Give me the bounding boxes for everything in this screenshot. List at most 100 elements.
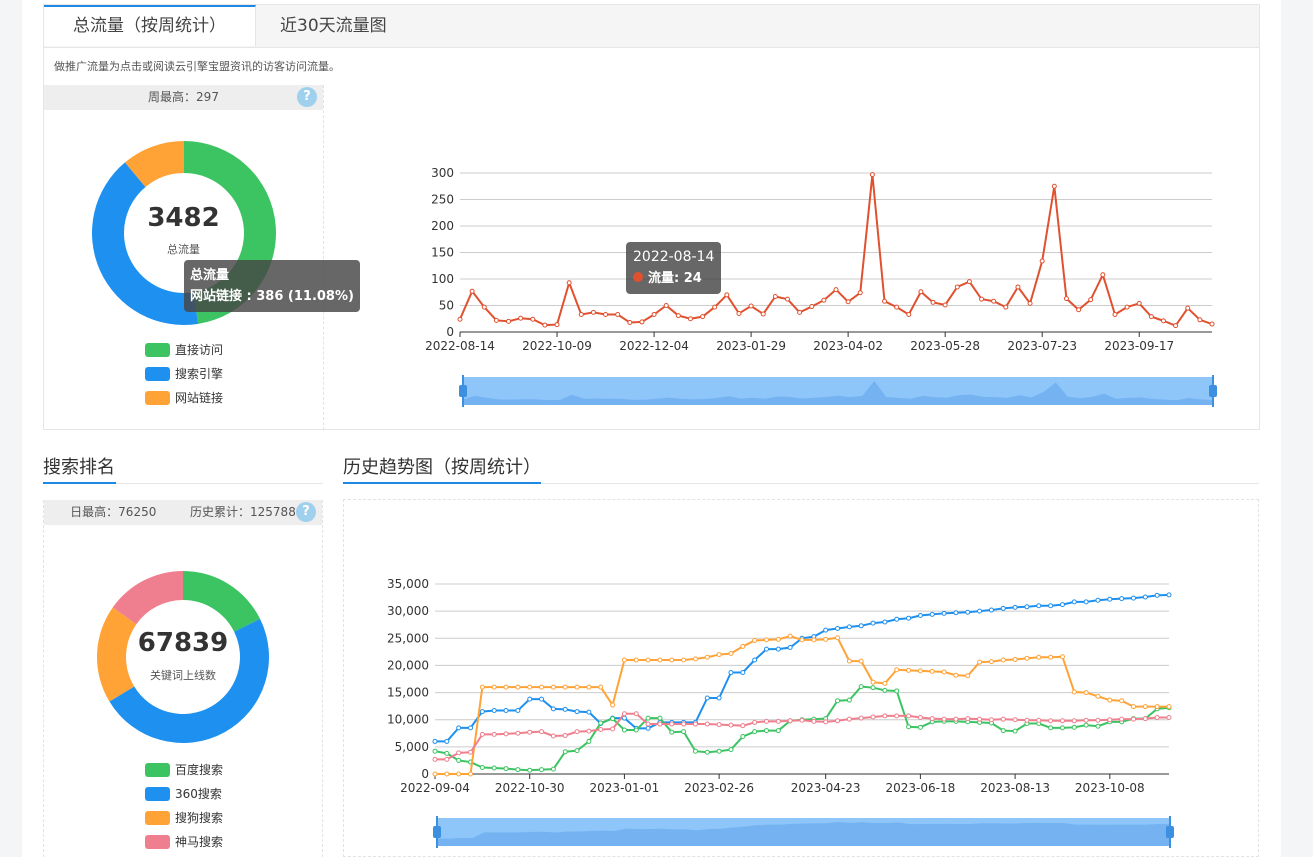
data-point <box>716 652 722 658</box>
data-point <box>700 314 706 320</box>
history-trend-line-chart[interactable]: 0 5,000 10,000 15,000 20,000 25,000 30,000 35,0… <box>344 500 1258 856</box>
legend-item-360[interactable]: 360搜索 <box>145 785 223 809</box>
x-tick-label: 2023-02-26 <box>684 781 754 795</box>
data-point <box>1185 305 1191 311</box>
search-donut-total: 67839 <box>137 628 229 658</box>
data-point <box>610 726 616 732</box>
data-point <box>1142 716 1148 722</box>
data-point <box>728 722 734 728</box>
data-point <box>1071 718 1077 724</box>
zoom-handle-grip <box>459 385 467 397</box>
data-point <box>639 319 645 325</box>
data-point <box>503 707 509 713</box>
legend-swatch <box>145 391 170 405</box>
line-tooltip-row: 流量: 24 <box>633 268 714 289</box>
data-point <box>1000 728 1006 734</box>
line-tooltip: 2022-08-14 流量: 24 <box>626 242 722 294</box>
data-point <box>663 303 669 308</box>
data-point <box>1024 655 1030 661</box>
data-point <box>988 717 994 723</box>
legend-item-baidu[interactable]: 百度搜索 <box>145 761 223 785</box>
data-point <box>1130 595 1136 601</box>
section-underline <box>343 482 541 484</box>
data-point <box>479 709 485 715</box>
data-point <box>763 718 769 724</box>
weekly-traffic-line-chart[interactable]: 0 50 100 150 200 250 300 2022-08-14 2022-10-09 20… <box>374 85 1254 415</box>
help-icon[interactable]: ? <box>297 87 317 107</box>
data-point <box>562 684 568 690</box>
legend-item-direct[interactable]: 直接访问 <box>145 341 223 365</box>
data-point <box>799 637 805 643</box>
data-point <box>468 725 474 731</box>
data-point <box>469 288 475 294</box>
data-point <box>752 657 758 663</box>
legend-label: 搜索引擎 <box>175 367 224 381</box>
data-point <box>603 312 609 318</box>
data-point <box>550 684 556 690</box>
data-point <box>692 656 698 662</box>
data-point <box>894 713 900 719</box>
y-tick-label: 300 <box>431 166 454 180</box>
x-tick-label: 2022-12-04 <box>619 339 689 353</box>
line-tooltip-text: 流量: 24 <box>648 271 702 286</box>
data-point <box>539 767 545 773</box>
data-point <box>633 711 639 717</box>
data-point <box>1166 592 1172 598</box>
data-point <box>977 659 983 665</box>
data-point <box>550 733 556 739</box>
data-point <box>586 728 592 734</box>
x-tick-label: 2023-05-28 <box>910 339 980 353</box>
data-point <box>846 716 852 722</box>
x-tick-label: 2023-08-13 <box>980 781 1050 795</box>
data-point <box>857 290 863 296</box>
data-point <box>621 711 627 717</box>
data-point <box>503 766 509 772</box>
tab-30-day-traffic[interactable]: 近30天流量图 <box>280 16 387 36</box>
section-divider <box>343 483 1259 484</box>
data-point <box>1083 717 1089 723</box>
data-point <box>906 713 912 719</box>
data-point <box>598 720 604 726</box>
data-point <box>917 668 923 674</box>
data-point <box>906 615 912 621</box>
data-point <box>542 322 548 328</box>
data-point <box>1095 597 1101 603</box>
data-point <box>598 726 604 732</box>
data-point <box>1048 603 1054 609</box>
traffic-description: 做推广流量为点击或阅读云引擎宝盟资讯的访客访问流量。 <box>54 60 340 73</box>
data-point <box>491 731 497 737</box>
data-point <box>527 696 533 702</box>
data-point <box>1000 605 1006 611</box>
legend-item-shenma[interactable]: 神马搜索 <box>145 833 223 857</box>
tab-weekly-traffic[interactable]: 总流量（按周统计） <box>44 5 256 46</box>
data-point <box>1154 715 1160 721</box>
data-point <box>979 296 985 302</box>
data-point <box>1083 599 1089 605</box>
legend-label: 直接访问 <box>175 343 224 357</box>
data-point <box>621 657 627 663</box>
y-tick-label: 50 <box>439 299 454 313</box>
legend-swatch <box>145 835 170 849</box>
y-tick-label: 0 <box>446 325 454 339</box>
data-point <box>846 697 852 703</box>
data-point <box>1160 318 1166 324</box>
help-icon[interactable]: ? <box>296 502 316 522</box>
x-tick-label: 2023-06-18 <box>886 781 956 795</box>
zoom-handle-grip <box>433 826 441 838</box>
x-tick-label: 2022-10-30 <box>495 781 565 795</box>
data-point <box>1024 717 1030 723</box>
legend-item-search[interactable]: 搜索引擎 <box>145 365 223 389</box>
search-stats-bar: 日最高：76250 历史累计：125788 <box>44 500 322 525</box>
donut-label: 总流量 <box>167 243 200 256</box>
y-tick-label: 0 <box>421 767 429 781</box>
search-donut-slice <box>97 607 137 702</box>
legend-item-links[interactable]: 网站链接 <box>145 389 223 413</box>
data-point <box>823 627 829 633</box>
data-point <box>894 616 900 622</box>
traffic-panel: 总流量（按周统计） 近30天流量图 做推广流量为点击或阅读云引擎宝盟资讯的访客访… <box>43 4 1260 430</box>
data-point <box>562 732 568 738</box>
data-point <box>775 636 781 642</box>
data-point <box>1130 704 1136 710</box>
data-point <box>835 626 841 632</box>
legend-item-sogou[interactable]: 搜狗搜索 <box>145 809 223 833</box>
